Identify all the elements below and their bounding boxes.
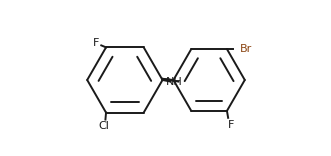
Text: NH: NH (166, 77, 182, 87)
Text: F: F (228, 120, 234, 130)
Text: Br: Br (240, 44, 252, 54)
Text: Cl: Cl (99, 122, 110, 132)
Text: F: F (93, 38, 100, 48)
